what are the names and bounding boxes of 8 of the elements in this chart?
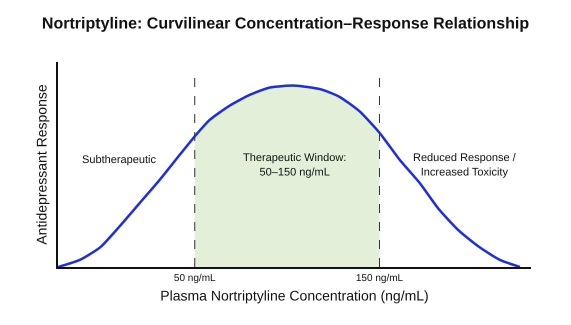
annotation: Therapeutic Window: 50–150 ng/mL bbox=[243, 152, 346, 178]
x-axis-title: Plasma Nortriptyline Concentration (ng/mL) bbox=[160, 288, 429, 304]
annotation: Subtherapeutic bbox=[82, 154, 156, 166]
x-tick-label: 150 ng/mL bbox=[356, 272, 404, 284]
x-tick-label: 50 ng/mL bbox=[174, 272, 216, 284]
y-axis-title: Antidepressant Response bbox=[33, 84, 50, 245]
chart-title: Nortriptyline: Curvilinear Concentration–Response Relationship bbox=[42, 15, 530, 32]
annotation: Reduced Response / Increased Toxicity bbox=[413, 152, 517, 178]
